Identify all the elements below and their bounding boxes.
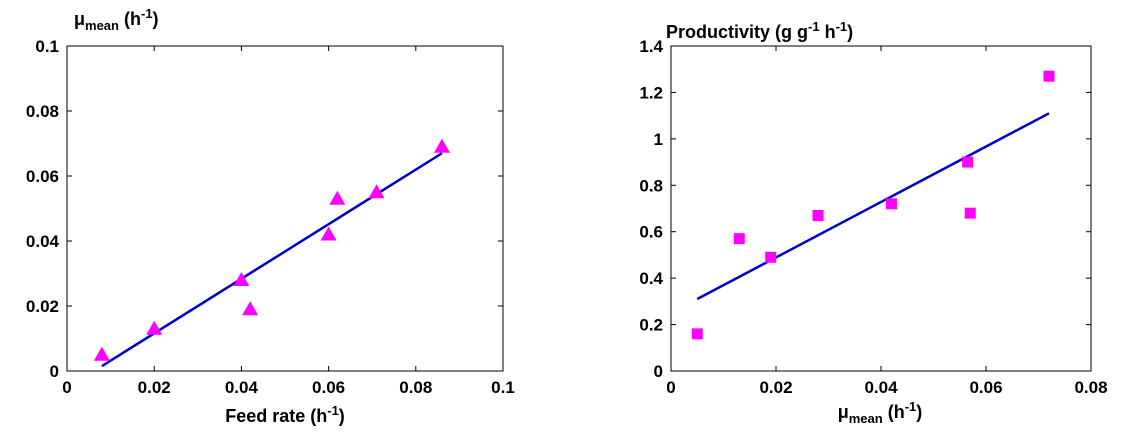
y-tick-label: 0.08 [26,102,59,121]
data-point-square [962,156,974,168]
y-tick-label: 1.2 [639,83,663,102]
x-tick-label: 0.02 [138,378,171,397]
data-point-triangle [320,226,337,241]
y-tick-label: 0.02 [26,297,59,316]
x-tick-label: 0 [666,378,675,397]
fit-line [696,112,1050,301]
y-tick-label: 0.1 [35,37,59,56]
data-point-square [886,198,897,210]
y-tick-label: 0.2 [639,316,663,335]
y-tick-label: 0 [50,362,59,381]
y-tick-label: 0.6 [639,223,663,242]
y-axis-title: μmean (h-1) [74,6,159,33]
y-tick-label: 1 [654,130,663,149]
data-point-square [691,328,703,340]
data-point-square [733,233,745,245]
data-point-triangle [93,346,110,361]
data-point-square [812,209,824,221]
y-axis-title: Productivity (g g-1 h-1) [666,19,853,42]
y-tick-label: 1.4 [639,37,663,56]
data-point-triangle [368,184,385,199]
x-axis-title: Feed rate (h-1) [225,403,345,426]
y-tick-label: 0 [654,362,663,381]
plot-frame [670,45,1092,372]
y-tick-label: 0.4 [639,269,663,288]
y-tick-label: 0.04 [26,232,60,251]
plot-frame [66,45,504,372]
data-point-triangle [242,301,259,316]
data-point-triangle [433,138,450,153]
x-tick-label: 0.06 [969,378,1002,397]
data-point-square [1043,70,1055,82]
data-point-triangle [146,320,163,335]
x-tick-label: 0.06 [312,378,345,397]
data-point-square [964,207,976,219]
x-tick-label: 0.08 [1074,378,1107,397]
x-tick-label: 0.08 [399,378,432,397]
chart-mu-vs-productivity: 0 0.02 0.04 0.06 0.08 0 0.2 0.4 0.6 0.8 1 1.2 1.4Pro… [639,19,1107,426]
data-point-square [765,251,777,263]
x-tick-label: 0.04 [225,378,259,397]
x-tick-label: 0.02 [759,378,792,397]
x-axis-title: μmean (h-1) [838,399,923,426]
x-tick-label: 0 [62,378,71,397]
y-tick-label: 0.8 [639,176,663,195]
data-point-triangle [233,272,250,286]
chart-feed-rate-vs-mu: 0 0.02 0.04 0.06 0.08 0.1 0 0.02 0.04 0.06 0.08 0.1… [26,6,515,426]
x-tick-label: 0.04 [864,378,898,397]
x-tick-label: 0.1 [491,378,515,397]
data-point-triangle [329,190,346,205]
y-tick-label: 0.06 [26,167,59,186]
